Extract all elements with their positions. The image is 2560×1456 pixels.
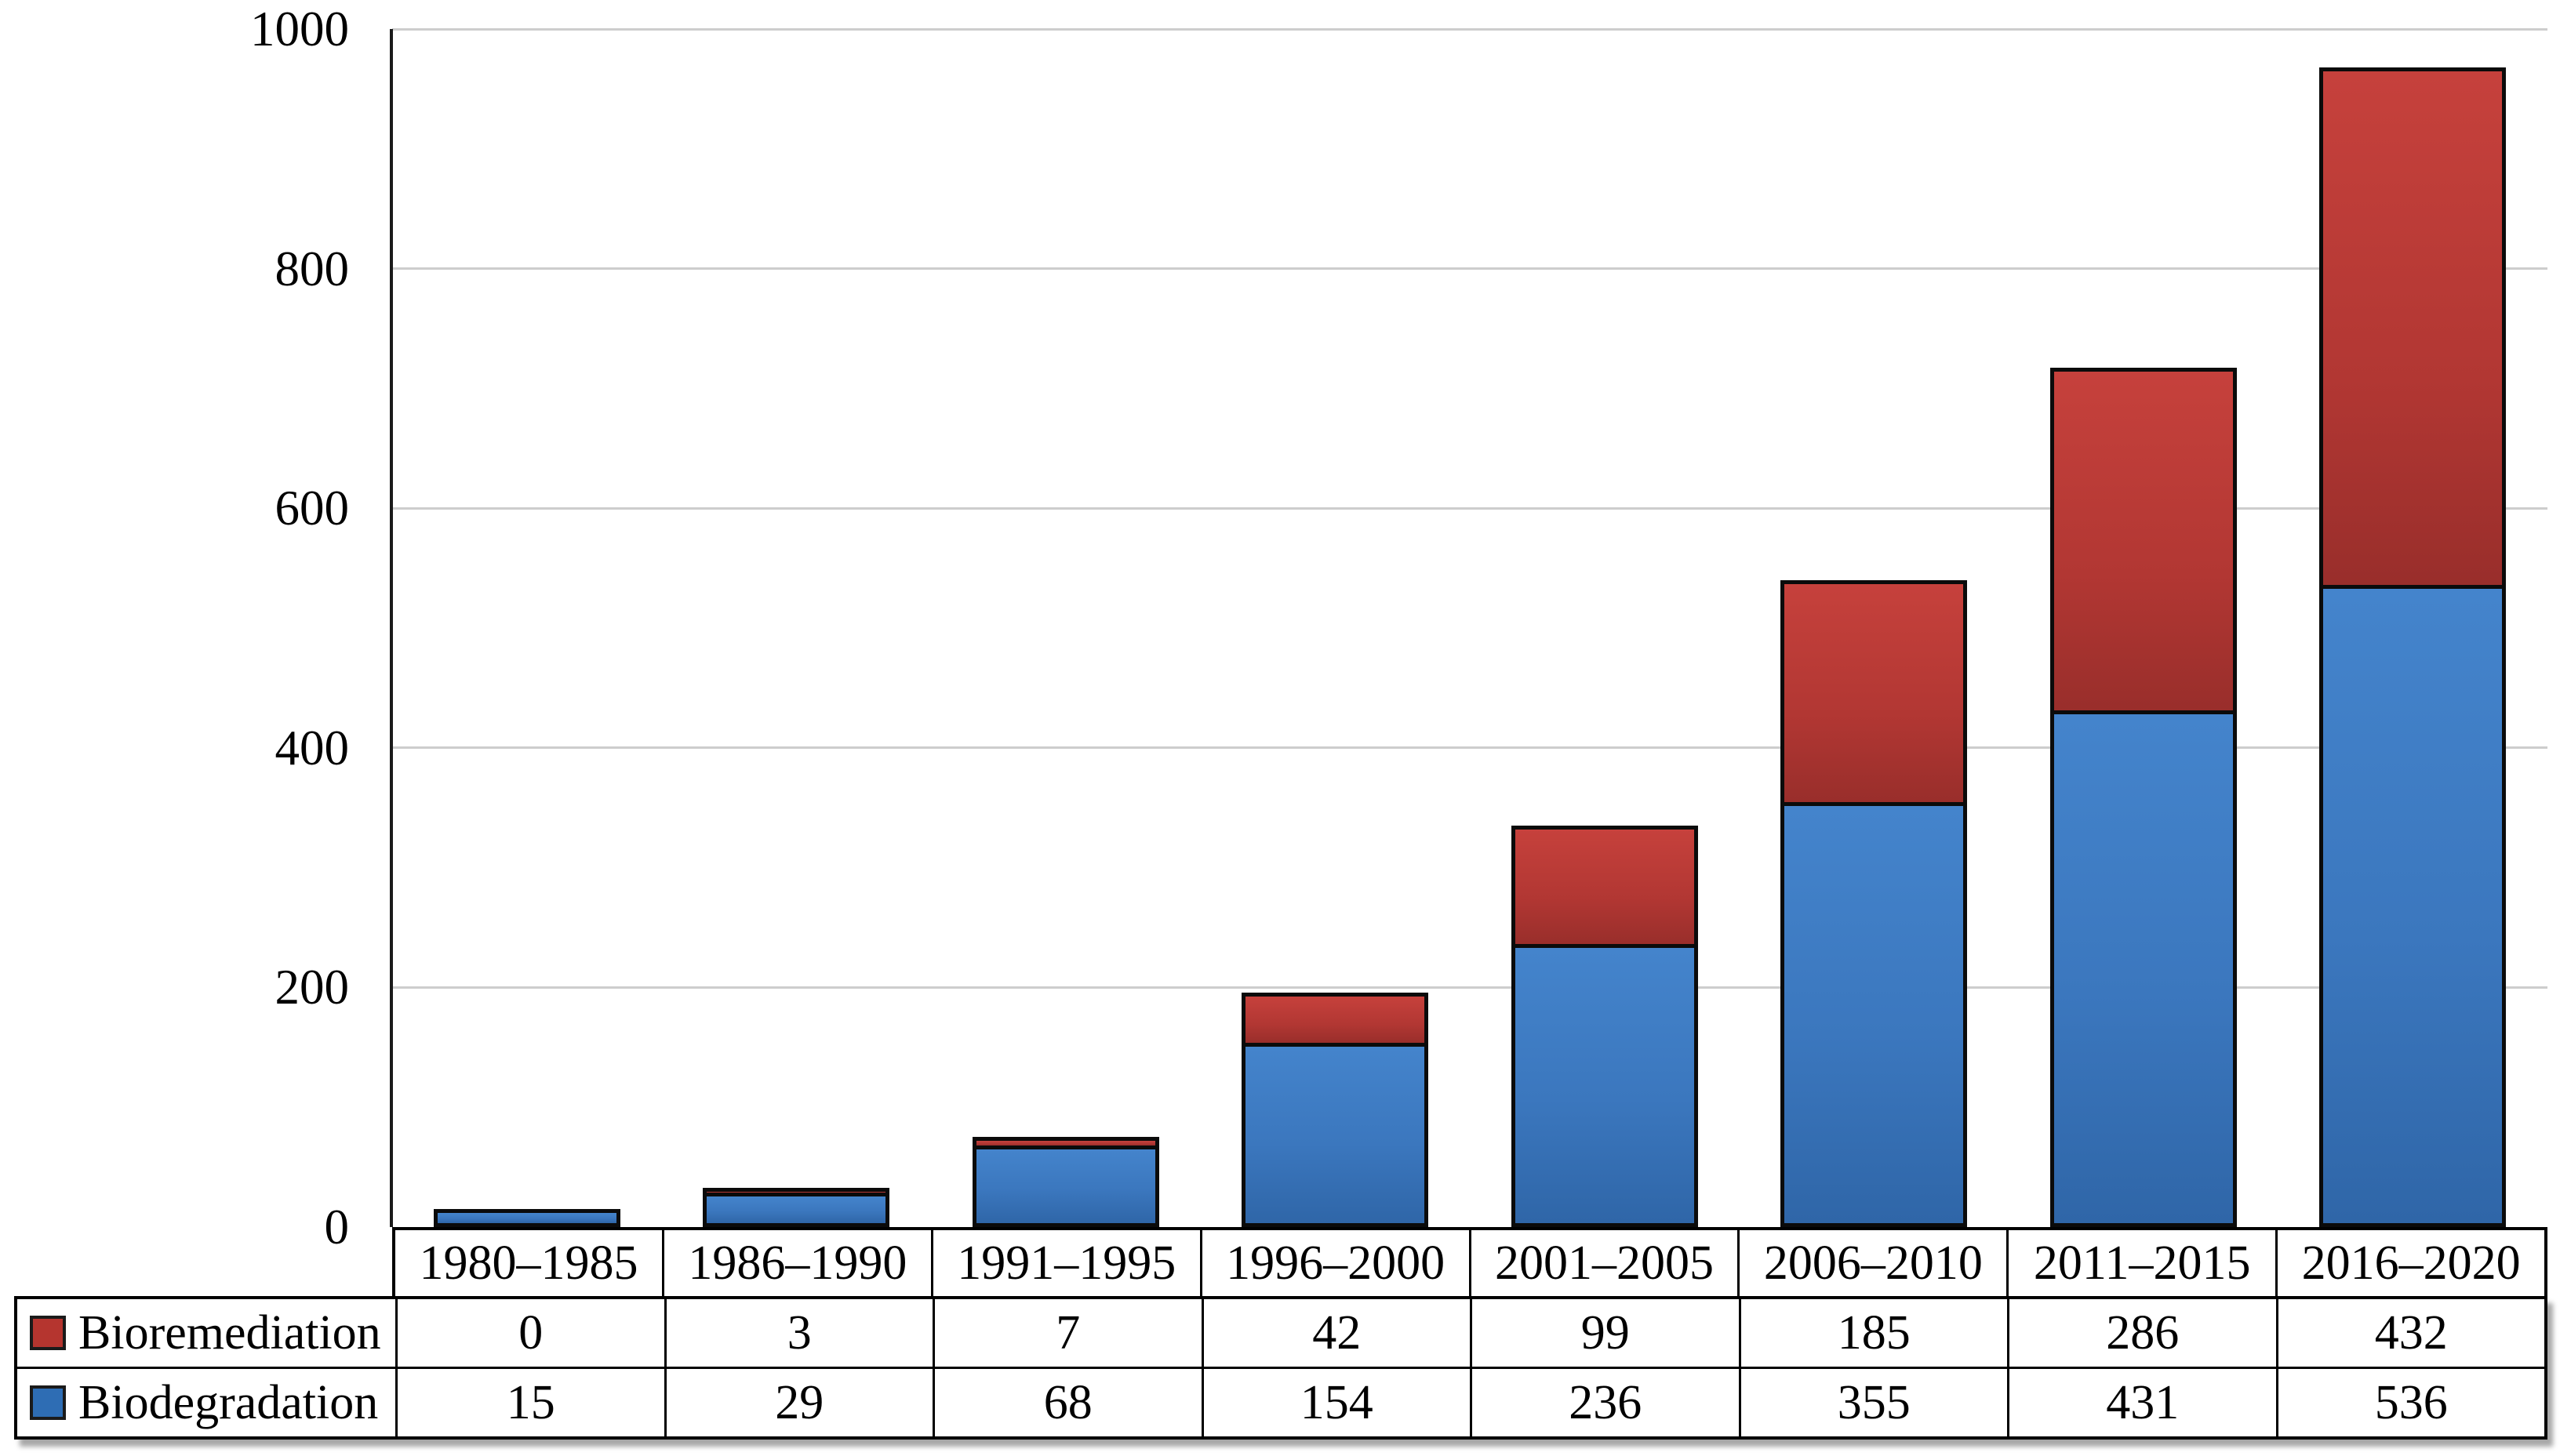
y-tick-label: 800 xyxy=(275,241,350,296)
value-cell: 536 xyxy=(2275,1369,2545,1436)
table-row-biodegradation: Biodegradation 15 29 68 154 236 355 431 536 xyxy=(17,1367,2544,1436)
x-axis-label-cell: 2011–2015 xyxy=(2006,1230,2275,1296)
legend-cell-bioremediation: Bioremediation xyxy=(17,1299,395,1367)
legend-swatch-biodegradation xyxy=(30,1385,66,1420)
value-cell: 0 xyxy=(395,1299,664,1367)
bar-segment-biodegradation xyxy=(703,1193,889,1227)
bar-segment-biodegradation xyxy=(1511,944,1698,1227)
y-tick-label: 1000 xyxy=(250,2,349,56)
value-cell: 15 xyxy=(395,1369,664,1436)
x-axis-label-row: 1980–1985 1986–1990 1991–1995 1996–2000 2001… xyxy=(392,1227,2547,1299)
bar-segment-biodegradation xyxy=(1780,802,1967,1227)
value-cell: 355 xyxy=(1738,1369,2008,1436)
table-row-bioremediation: Bioremediation 0 3 7 42 99 185 286 432 xyxy=(17,1299,2544,1367)
value-cell: 431 xyxy=(2007,1369,2276,1436)
value-cell: 236 xyxy=(1470,1369,1739,1436)
bar-segment-biodegradation xyxy=(1242,1043,1428,1227)
x-axis-label-cell: 1986–1990 xyxy=(661,1230,931,1296)
value-cell: 99 xyxy=(1470,1299,1739,1367)
x-axis-label-cell: 2006–2010 xyxy=(1737,1230,2006,1296)
gridline xyxy=(392,986,2547,989)
bar-segment-bioremediation xyxy=(2319,67,2506,585)
bar-segment-bioremediation xyxy=(1780,580,1967,802)
bar-segment-bioremediation xyxy=(1511,826,1698,944)
y-axis-line xyxy=(390,29,393,1227)
y-tick-label: 0 xyxy=(324,1200,350,1254)
gridline xyxy=(392,267,2547,270)
bar-segment-biodegradation xyxy=(973,1146,1159,1227)
y-tick-label: 400 xyxy=(275,721,350,775)
bar-segment-biodegradation xyxy=(434,1209,620,1227)
x-axis-label-cell: 1980–1985 xyxy=(419,1236,638,1290)
bar-segment-biodegradation xyxy=(2319,585,2506,1227)
data-table: Bioremediation 0 3 7 42 99 185 286 432 Biodegrada… xyxy=(14,1296,2547,1440)
value-cell: 286 xyxy=(2007,1299,2276,1367)
value-cell: 42 xyxy=(1201,1299,1471,1367)
y-tick-label: 600 xyxy=(275,481,350,536)
legend-swatch-bioremediation xyxy=(30,1316,66,1350)
value-cell: 7 xyxy=(933,1299,1202,1367)
legend-cell-biodegradation: Biodegradation xyxy=(17,1369,395,1436)
bar-segment-bioremediation xyxy=(2050,368,2237,710)
value-cell: 3 xyxy=(664,1299,933,1367)
value-cell: 154 xyxy=(1201,1369,1471,1436)
gridline xyxy=(392,28,2547,31)
gridline xyxy=(392,507,2547,510)
bar-segment-bioremediation xyxy=(703,1188,889,1193)
x-axis-label-cell: 2001–2005 xyxy=(1468,1230,1738,1296)
x-axis-label-cell: 1996–2000 xyxy=(1199,1230,1469,1296)
bar-segment-bioremediation xyxy=(973,1137,1159,1146)
legend-label-bioremediation: Bioremediation xyxy=(78,1305,381,1360)
value-cell: 29 xyxy=(664,1369,933,1436)
x-axis-label-cell: 2016–2020 xyxy=(2275,1230,2544,1296)
value-cell: 68 xyxy=(933,1369,1202,1436)
value-cell: 432 xyxy=(2275,1299,2545,1367)
x-axis-label-cell: 1991–1995 xyxy=(930,1230,1200,1296)
y-tick-label: 200 xyxy=(275,960,350,1015)
value-cell: 185 xyxy=(1738,1299,2008,1367)
gridline xyxy=(392,746,2547,749)
legend-label-biodegradation: Biodegradation xyxy=(78,1375,379,1429)
bar-segment-biodegradation xyxy=(2050,710,2237,1227)
bar-segment-bioremediation xyxy=(1242,993,1428,1043)
